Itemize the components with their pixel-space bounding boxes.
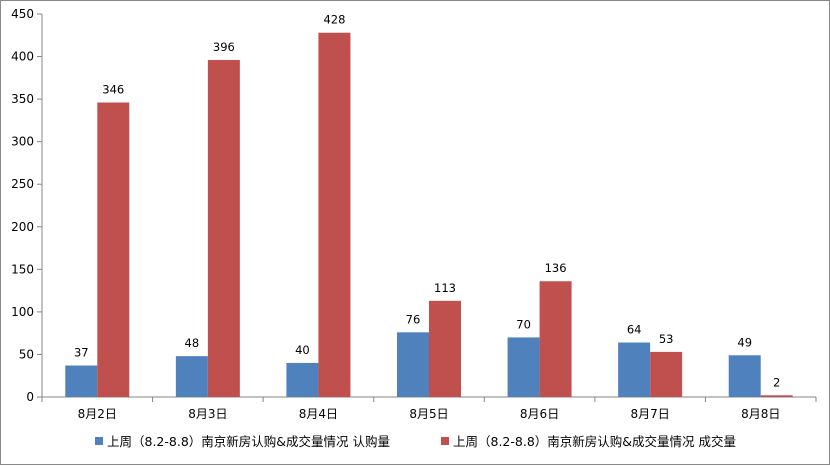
y-tick-label: 300	[11, 135, 34, 149]
data-label: 396	[213, 40, 235, 54]
y-axis: 0 50 100 150 200 250 300 350 400 450	[11, 7, 43, 404]
y-tick-label: 250	[11, 177, 34, 191]
x-tick-label: 8月5日	[409, 407, 448, 421]
data-label: 53	[659, 332, 674, 346]
y-tick-label: 400	[11, 50, 34, 64]
data-label: 428	[323, 13, 345, 27]
bar-series2-5	[539, 281, 572, 397]
legend-swatch	[441, 437, 449, 445]
y-tick-label: 450	[11, 7, 34, 21]
bar-series1-5	[507, 337, 540, 397]
bar-series2-2	[207, 59, 240, 398]
bar-series2-7	[760, 395, 793, 397]
data-label: 64	[627, 323, 642, 337]
bar-series2-1	[97, 102, 130, 397]
data-label: 49	[737, 335, 752, 349]
data-label: 76	[406, 312, 421, 326]
data-label: 113	[434, 281, 456, 295]
bar-series1-7	[728, 355, 761, 397]
y-tick-label: 50	[19, 347, 34, 361]
data-label: 48	[185, 336, 200, 350]
legend-label: 上周（8.2-8.8）南京新房认购&成交量情况 成交量	[453, 434, 736, 449]
data-label: 136	[545, 261, 567, 275]
bars	[65, 32, 793, 398]
x-tick-label: 8月8日	[741, 407, 780, 421]
legend: 上周（8.2-8.8）南京新房认购&成交量情况 认购量 上周（8.2-8.8）南京…	[95, 434, 736, 449]
x-tick-label: 8月2日	[78, 407, 117, 421]
x-axis: 8月2日 8月3日 8月4日 8月5日 8月6日 8月7日 8月8日	[41, 396, 817, 421]
data-label: 346	[102, 83, 124, 97]
y-tick-label: 350	[11, 92, 34, 106]
bar-series1-6	[618, 342, 651, 397]
bar-series1-2	[175, 356, 208, 397]
x-tick-label: 8月7日	[631, 407, 670, 421]
bar-series1-3	[286, 362, 319, 397]
x-tick-label: 8月4日	[299, 407, 338, 421]
bar-series2-4	[429, 300, 461, 397]
y-tick-label: 0	[26, 390, 34, 404]
y-tick-label: 200	[11, 220, 34, 234]
bar-series1-1	[65, 365, 98, 397]
x-tick-label: 8月3日	[188, 407, 227, 421]
data-labels: 37 48 40 76 70 64 49 346 396 428 113 136 53 2	[74, 13, 780, 390]
legend-swatch	[95, 437, 103, 445]
legend-label: 上周（8.2-8.8）南京新房认购&成交量情况 认购量	[107, 434, 390, 449]
bar-series2-3	[318, 32, 351, 397]
bar-series2-6	[650, 351, 683, 397]
data-label: 37	[74, 346, 89, 360]
bar-series1-4	[397, 332, 429, 397]
data-label: 40	[295, 343, 310, 357]
data-label: 2	[773, 375, 780, 389]
y-tick-label: 150	[11, 262, 34, 276]
data-label: 70	[516, 317, 531, 331]
y-tick-label: 100	[11, 305, 34, 319]
x-tick-label: 8月6日	[520, 407, 559, 421]
